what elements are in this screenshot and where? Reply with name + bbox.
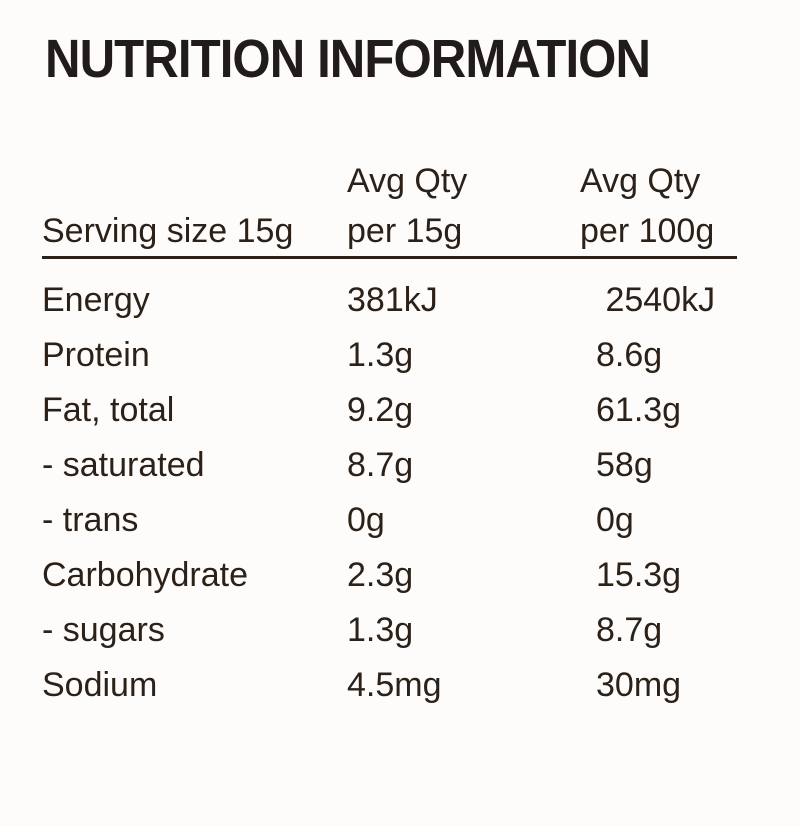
table-row-sugars: - sugars 1.3g 8.7g <box>42 603 737 658</box>
row-value-per15: 4.5mg <box>347 665 442 704</box>
table-row-trans: - trans 0g 0g <box>42 493 737 548</box>
table-header-row-2: Serving size 15g per 15g per 100g <box>42 206 737 259</box>
col-header-per100-line1: Avg Qty <box>580 161 701 200</box>
nutrition-panel: NUTRITION INFORMATION Avg Qty Avg Qty Se… <box>0 26 800 826</box>
nutrition-table: Avg Qty Avg Qty Serving size 15g per 15g… <box>42 156 737 713</box>
header-spacer <box>42 156 347 206</box>
row-label: - trans <box>42 500 139 539</box>
row-label: Carbohydrate <box>42 555 249 594</box>
page-title: NUTRITION INFORMATION <box>45 29 651 89</box>
table-row-protein: Protein 1.3g 8.6g <box>42 328 737 383</box>
row-value-per15: 1.3g <box>347 610 414 649</box>
table-row-fat-total: Fat, total 9.2g 61.3g <box>42 383 737 438</box>
row-value-per100: 61.3g <box>596 390 682 429</box>
row-value-per15: 0g <box>347 500 385 539</box>
row-label: - sugars <box>42 610 165 649</box>
row-value-per100: 2540kJ <box>596 280 716 319</box>
row-value-per100: 58g <box>596 445 653 484</box>
table-header-row-1: Avg Qty Avg Qty <box>42 156 737 206</box>
col-header-per100-line2: per 100g <box>580 211 715 250</box>
table-row-carbohydrate: Carbohydrate 2.3g 15.3g <box>42 548 737 603</box>
table-row-sodium: Sodium 4.5mg 30mg <box>42 658 737 713</box>
row-label: Sodium <box>42 665 158 704</box>
table-row-energy: Energy 381kJ 2540kJ <box>42 273 737 328</box>
row-value-per100: 0g <box>596 500 634 539</box>
serving-size-label: Serving size 15g <box>42 211 294 250</box>
row-value-per100: 8.7g <box>596 610 663 649</box>
row-label: - saturated <box>42 445 205 484</box>
row-value-per100: 8.6g <box>596 335 663 374</box>
row-value-per15: 1.3g <box>347 335 414 374</box>
row-label: Fat, total <box>42 390 175 429</box>
row-value-per15: 8.7g <box>347 445 414 484</box>
row-value-per100: 30mg <box>596 665 682 704</box>
table-row-saturated: - saturated 8.7g 58g <box>42 438 737 493</box>
row-value-per15: 9.2g <box>347 390 414 429</box>
row-value-per15: 2.3g <box>347 555 414 594</box>
col-header-per15-line1: Avg Qty <box>347 161 468 200</box>
row-value-per100: 15.3g <box>596 555 682 594</box>
col-header-per15-line2: per 15g <box>347 211 463 250</box>
row-label: Energy <box>42 280 150 319</box>
row-label: Protein <box>42 335 150 374</box>
row-value-per15: 381kJ <box>347 280 438 319</box>
